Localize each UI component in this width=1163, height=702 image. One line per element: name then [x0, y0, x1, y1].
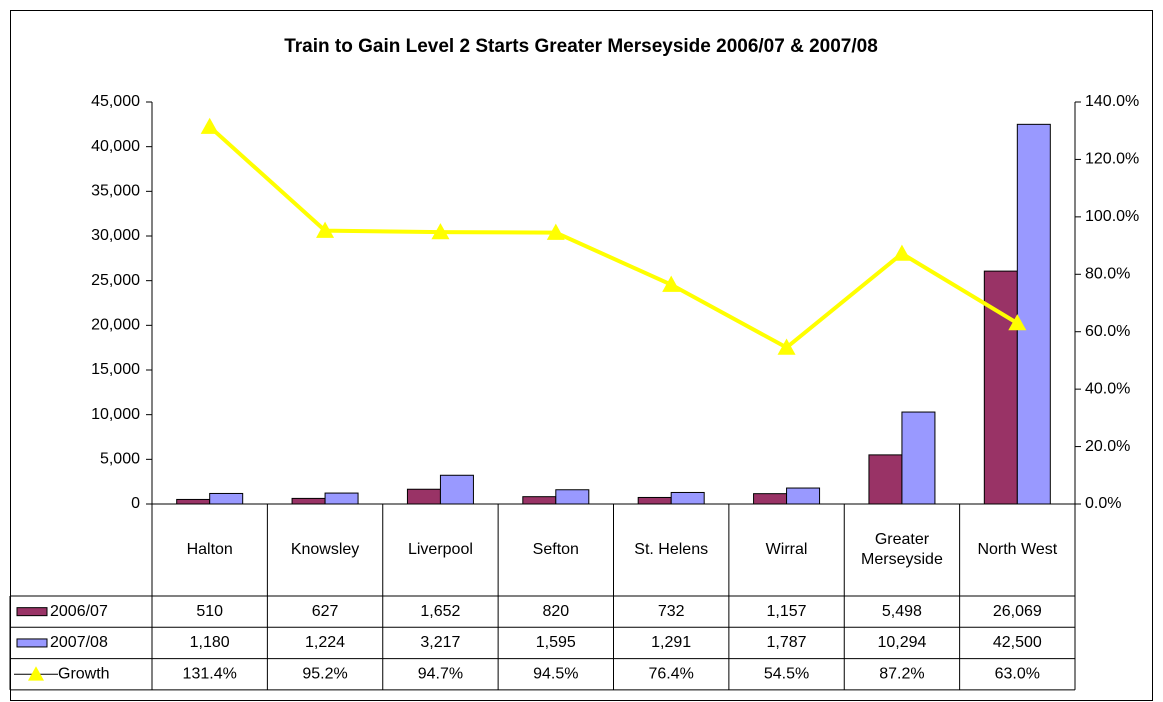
- category-label: Liverpool: [408, 541, 473, 558]
- y2-tick-label: 0.0%: [1085, 495, 1121, 512]
- table-value: 510: [196, 603, 223, 620]
- table-value: 87.2%: [879, 665, 924, 682]
- growth-marker: [316, 221, 335, 238]
- table-value: 1,224: [305, 634, 345, 651]
- legend-label: 2006/07: [50, 603, 108, 620]
- y-tick-label: 5,000: [100, 451, 140, 468]
- y-tick-label: 45,000: [91, 93, 140, 110]
- y-tick-label: 10,000: [91, 406, 140, 423]
- table-value: 10,294: [877, 634, 926, 651]
- table-value: 627: [312, 603, 339, 620]
- y2-tick-label: 20.0%: [1085, 438, 1130, 455]
- bar: [1016, 123, 1051, 505]
- bar: [324, 492, 359, 505]
- category-label: Wirral: [766, 541, 808, 558]
- legend-key: [16, 607, 48, 617]
- table-value: 1,157: [767, 603, 807, 620]
- growth-marker: [431, 223, 450, 240]
- legend-key-marker: [28, 666, 44, 681]
- growth-marker: [546, 223, 565, 240]
- bar: [901, 411, 936, 505]
- y2-tick-label: 100.0%: [1085, 208, 1139, 225]
- table-value: 1,180: [190, 634, 230, 651]
- table-value: 1,595: [536, 634, 576, 651]
- category-label: St. Helens: [634, 541, 708, 558]
- table-value: 5,498: [882, 603, 922, 620]
- legend-label: 2007/08: [50, 634, 108, 651]
- bar: [637, 496, 672, 505]
- growth-marker: [662, 275, 681, 292]
- y-tick-label: 20,000: [91, 317, 140, 334]
- y2-tick-label: 60.0%: [1085, 323, 1130, 340]
- bar: [176, 498, 211, 505]
- category-label: North West: [977, 541, 1057, 558]
- table-value: 131.4%: [183, 665, 237, 682]
- table-value: 820: [542, 603, 569, 620]
- growth-marker: [777, 338, 796, 355]
- bar: [209, 492, 244, 505]
- bar: [291, 497, 326, 505]
- category-label: Knowsley: [291, 541, 359, 558]
- growth-line: [208, 125, 1019, 350]
- table-value: 3,217: [420, 634, 460, 651]
- y2-tick-label: 80.0%: [1085, 266, 1130, 283]
- category-label: Sefton: [533, 541, 579, 558]
- legend-label: Growth: [58, 665, 110, 682]
- bar: [868, 454, 903, 505]
- table-value: 26,069: [993, 603, 1042, 620]
- category-label: Halton: [187, 541, 233, 558]
- y-tick-label: 25,000: [91, 272, 140, 289]
- legend-key: [16, 638, 48, 648]
- growth-marker: [200, 117, 219, 134]
- bar: [786, 487, 821, 505]
- y2-tick-label: 120.0%: [1085, 151, 1139, 168]
- chart-title: Train to Gain Level 2 Starts Greater Mer…: [284, 36, 878, 57]
- table-value: 63.0%: [995, 665, 1040, 682]
- y-tick-label: 40,000: [91, 138, 140, 155]
- table-value: 1,787: [767, 634, 807, 651]
- y-tick-label: 0: [131, 495, 140, 512]
- bar: [670, 491, 705, 505]
- table-value: 1,652: [420, 603, 460, 620]
- table-value: 95.2%: [302, 665, 347, 682]
- bar: [753, 493, 788, 505]
- table-value: 42,500: [993, 634, 1042, 651]
- table-value: 732: [658, 603, 685, 620]
- table-value: 94.7%: [418, 665, 463, 682]
- y2-tick-label: 40.0%: [1085, 380, 1130, 397]
- growth-marker: [1008, 314, 1027, 331]
- y-tick-label: 30,000: [91, 227, 140, 244]
- bar: [522, 496, 557, 505]
- bar: [555, 489, 590, 505]
- table-value: 1,291: [651, 634, 691, 651]
- table-value: 76.4%: [649, 665, 694, 682]
- table-value: 94.5%: [533, 665, 578, 682]
- table-value: 54.5%: [764, 665, 809, 682]
- category-label: Greater Merseyside: [861, 531, 943, 568]
- y2-tick-label: 140.0%: [1085, 93, 1139, 110]
- y-tick-label: 35,000: [91, 183, 140, 200]
- chart-border: [10, 10, 1153, 701]
- y-tick-label: 15,000: [91, 361, 140, 378]
- bar: [439, 474, 474, 505]
- bar: [406, 488, 441, 505]
- growth-marker: [892, 244, 911, 261]
